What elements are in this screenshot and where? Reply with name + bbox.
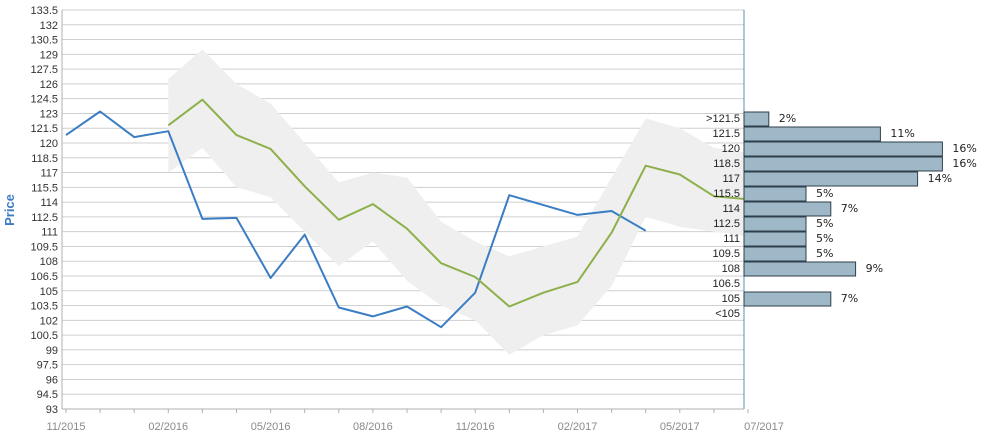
histogram-bin-label: >121.5 [706,113,740,125]
y-tick-label: 105 [40,286,58,298]
series-line-2 [167,98,749,308]
histogram-bin-label: 111 [723,233,740,245]
histogram-bar-value: 5% [816,187,833,200]
histogram-bar-value: 7% [841,292,858,305]
x-tick-label: 08/2016 [353,421,393,433]
y-tick-label: 127.5 [30,64,58,76]
histogram-bin-label: 112.5 [713,218,740,230]
x-tick-label: 05/2016 [251,421,291,433]
x-tick-label: 05/2017 [660,421,700,433]
histogram-bin-label: 120 [722,143,740,155]
series-lines [65,98,749,329]
y-tick-label: 114 [40,197,58,209]
x-tick-label: 02/2016 [148,421,188,433]
y-tick-labels: 93 94.5 96 97.5 99 100.5 102 103.5 105 106.5 108 10… [30,5,58,416]
y-tick-label: 94.5 [37,389,58,401]
y-tick-label: 96 [46,374,58,386]
series-line-1 [65,110,647,329]
confidence-band-area [168,49,749,355]
x-tick-label: 07/2017 [744,421,784,433]
histogram-bar-value: 16% [952,157,976,170]
histogram-bar-value: 2% [779,112,796,125]
y-tick-label: 130.5 [30,35,58,47]
y-tick-label: 117 [40,168,58,180]
y-tick-label: 97.5 [37,360,58,372]
y-tick-label: 120 [40,138,58,150]
histogram-bin-label: 108 [722,263,740,275]
histogram-bar [743,171,919,187]
y-tick-label: 121.5 [30,123,58,135]
histogram-bar-value: 5% [816,247,833,260]
histogram-bin-label: 105 [722,293,740,305]
histogram-bin-label: 106.5 [712,278,740,290]
x-tick-label: 11/2016 [456,421,495,433]
y-tick-label: 129 [40,49,58,61]
y-tick-label: 103.5 [30,301,58,313]
y-tick-label: 115.5 [31,182,58,194]
y-tick-label: 112.5 [31,212,58,224]
histogram-bar-value: 7% [841,202,858,215]
y-tick-label: 118.5 [31,153,58,165]
y-tick-label: 108 [40,256,58,268]
y-axis-label: Price [2,194,17,226]
forecast-band [168,49,749,355]
x-tick-label: 02/2017 [558,421,598,433]
y-tick-label: 132 [40,20,58,32]
histogram-bar [743,141,943,157]
y-tick-label: 109.5 [30,241,58,253]
histogram-bin-label: 114 [722,203,740,215]
y-tick-label: 100.5 [30,330,58,342]
histogram-bar-value: 14% [928,172,952,185]
histogram-bar [743,201,832,217]
histogram-bar [743,231,807,247]
histogram-bar [743,246,807,262]
histogram-bin-label: 118.5 [713,158,740,170]
histogram-bin-label: 109.5 [712,248,740,260]
y-tick-label: 124.5 [30,94,58,106]
histogram-bin-label: 117 [722,173,740,185]
y-tick-label: 99 [46,345,58,357]
histogram-bar [743,186,807,202]
histogram-bar-value: 9% [866,262,883,275]
histogram-bar-value: 16% [952,142,976,155]
histogram-bar-value: 11% [890,127,914,140]
y-tick-label: 133.5 [30,5,58,17]
y-tick-label: 123 [40,108,58,120]
histogram-bar-value: 5% [816,232,833,245]
y-tick-label: 106.5 [30,271,58,283]
y-tick-label: 126 [40,79,58,91]
histogram-bar [743,126,881,142]
histogram-bar [743,216,807,232]
histogram-bar [743,291,832,307]
histogram-bar-value: 5% [816,217,833,230]
y-tick-label: 102 [40,315,58,327]
histogram-bar [743,111,770,127]
x-tick-label: 11/2015 [47,421,86,433]
y-tick-label: 111 [41,227,58,239]
histogram-bin-label: 115.5 [713,188,740,200]
x-tick-labels: 11/2015 02/2016 05/2016 08/2016 11/2016 02/20… [47,421,784,433]
histogram-bar [743,261,857,277]
histogram: >121.5 2% 121.5 11% 120 16% 118.5 16% 117 14% 115.… [706,111,977,320]
y-tick-label: 93 [46,404,58,416]
histogram-bin-label: <105 [715,308,740,320]
histogram-bar [743,156,943,172]
histogram-bin-label: 121.5 [712,128,740,140]
axes [61,10,749,413]
